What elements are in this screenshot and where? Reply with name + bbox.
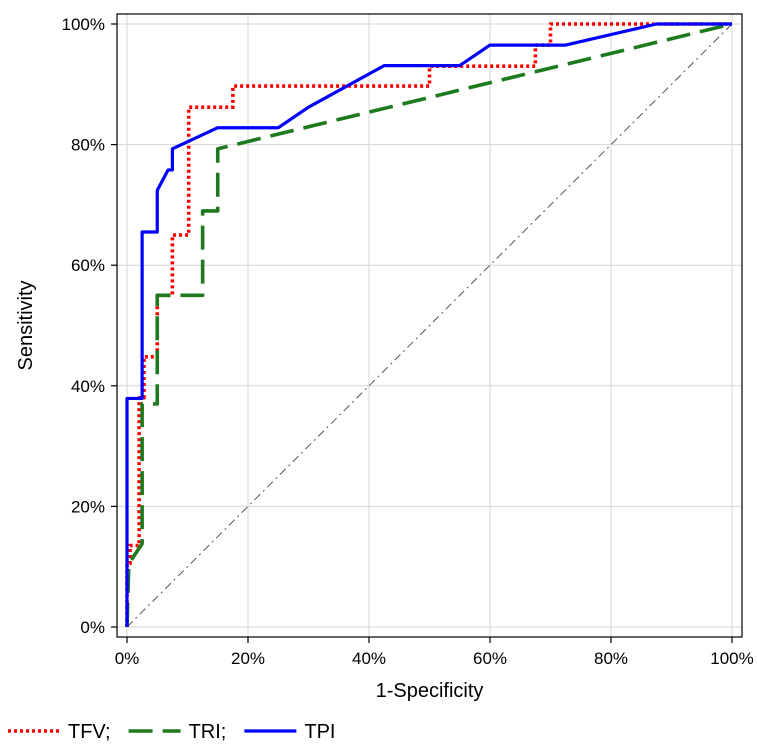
series-lines	[125, 22, 733, 628]
y-tick-label: 60%	[71, 256, 105, 275]
x-tick-label: 0%	[115, 649, 140, 668]
y-tick-label: 80%	[71, 136, 105, 155]
x-tick-label: 40%	[352, 649, 386, 668]
axis-ticks: 0% 20% 40% 60% 80% 100% 0% 20% 40% 60% 80% 100%	[62, 15, 754, 668]
x-tick-label: 60%	[473, 649, 507, 668]
x-tick-label: 80%	[594, 649, 628, 668]
legend-label: TPI	[304, 721, 335, 743]
x-axis-title: 1-Specificity	[376, 680, 484, 702]
y-tick-label: 40%	[71, 377, 105, 396]
y-tick-label: 0%	[80, 618, 105, 637]
legend-label: TFV;	[68, 721, 111, 743]
y-axis-title: Sensitivity	[15, 280, 37, 370]
x-tick-label: 20%	[231, 649, 265, 668]
series-line-tpi	[125, 22, 732, 627]
y-tick-label: 20%	[71, 497, 105, 516]
series-line-tri	[125, 22, 733, 628]
grid-lines	[117, 14, 742, 637]
reference-diagonal-line	[126, 23, 733, 628]
legend: TFV; TRI; TPI	[8, 721, 336, 743]
y-tick-label: 100%	[62, 15, 105, 34]
plot-frame	[116, 13, 743, 638]
x-tick-label: 100%	[710, 649, 753, 668]
legend-label: TRI;	[189, 721, 227, 743]
